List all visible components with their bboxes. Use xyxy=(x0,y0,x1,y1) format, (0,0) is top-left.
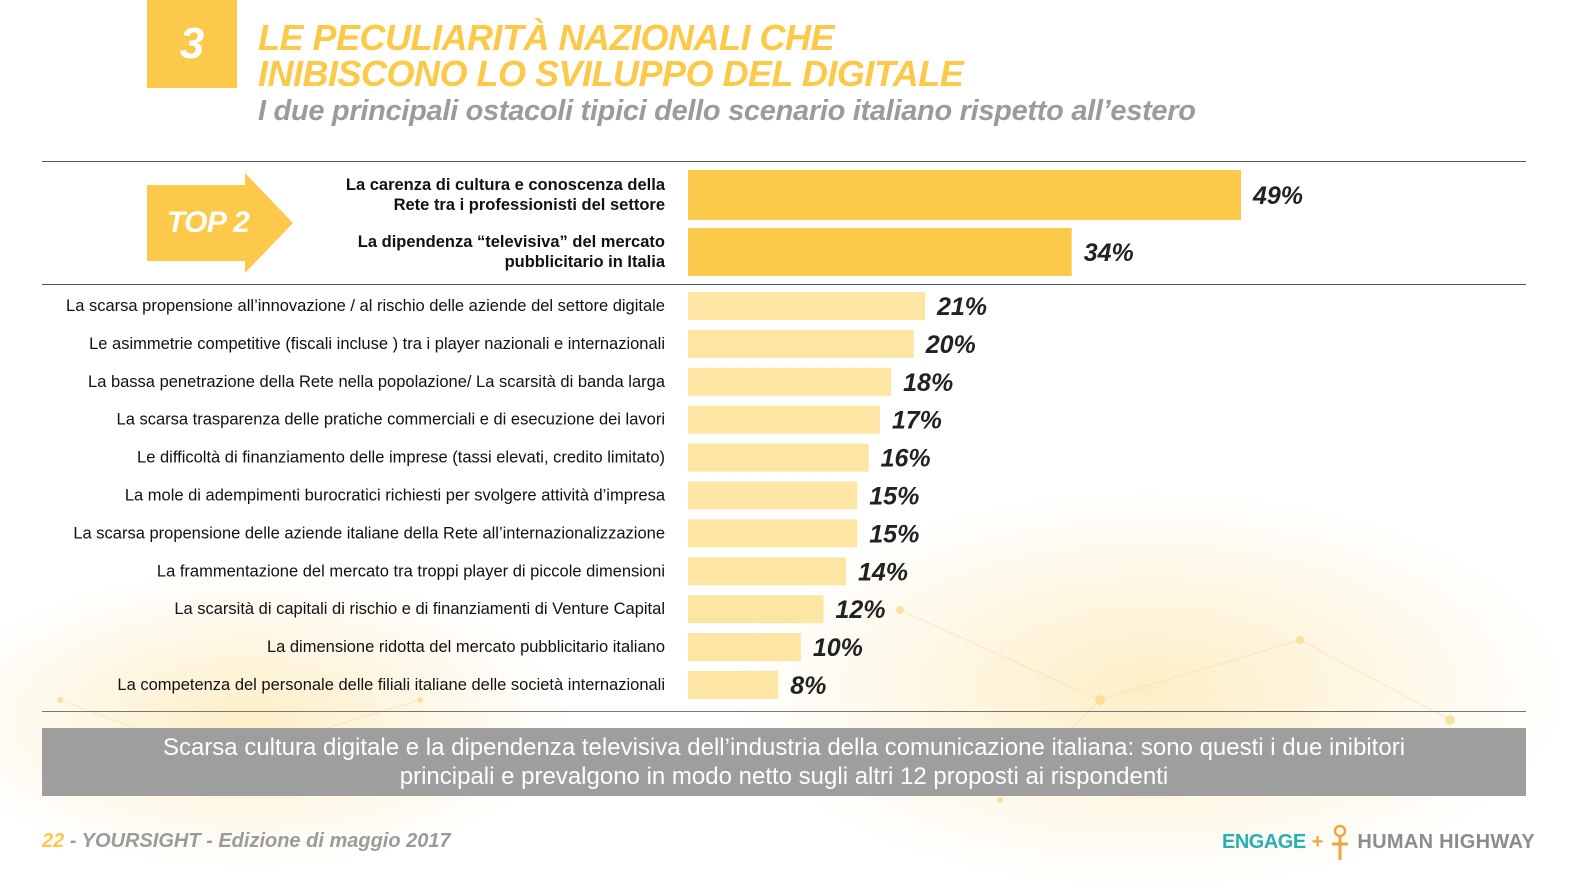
title-line-2: INIBISCONO LO SVILUPPO DEL DIGITALE xyxy=(258,53,964,94)
value-label-13: 8% xyxy=(790,672,826,700)
page-subtitle: I due principali ostacoli tipici dello s… xyxy=(258,95,1196,127)
value-label-2: 34% xyxy=(1084,239,1134,267)
page-number: 22 xyxy=(42,830,65,852)
value-label-10: 14% xyxy=(858,558,908,586)
summary-caption: Scarsa cultura digitale e la dipendenza … xyxy=(42,728,1526,796)
value-label-6: 17% xyxy=(892,407,942,435)
bar-6 xyxy=(688,405,880,434)
title-line-1: LE PECULIARITÀ NAZIONALI CHE xyxy=(258,17,835,58)
category-label-8: La mole di adempimenti burocratici richi… xyxy=(125,487,666,505)
value-label-3: 21% xyxy=(936,293,987,321)
value-label-7: 16% xyxy=(881,445,931,473)
category-label-10: La frammentazione del mercato tra troppi… xyxy=(157,562,665,580)
bar-8 xyxy=(688,481,858,510)
bar-7 xyxy=(688,443,869,472)
category-label-7: Le difficoltà di finanziamento delle imp… xyxy=(137,449,665,467)
category-label-2: La dipendenza “televisiva” del mercato pu… xyxy=(358,233,666,271)
plus-sign: + xyxy=(1311,830,1324,853)
top2-label: TOP 2 xyxy=(166,206,250,239)
footer: 22 - YOURSIGHT - Edizione di maggio 2017 xyxy=(42,830,451,853)
category-label-5: La bassa penetrazione della Rete nella p… xyxy=(88,373,666,391)
top-divider xyxy=(42,161,1526,162)
person-icon xyxy=(1332,824,1349,860)
bar-11 xyxy=(688,595,824,624)
human-highway-logo: HUMAN HIGHWAY xyxy=(1357,830,1535,853)
publication-label: - YOURSIGHT - Edizione di maggio 2017 xyxy=(64,830,451,852)
value-label-1: 49% xyxy=(1252,182,1303,210)
category-label-9: La scarsa propensione delle aziende ital… xyxy=(73,524,665,542)
category-label-3: La scarsa propensione all’innovazione / … xyxy=(66,297,665,315)
bottom-divider xyxy=(42,711,1526,712)
engage-logo: ENGAGE xyxy=(1222,830,1306,853)
caption-line-1: Scarsa cultura digitale e la dipendenza … xyxy=(162,734,1406,761)
category-label-4: Le asimmetrie competitive (fiscali inclu… xyxy=(89,335,665,353)
bar-13 xyxy=(688,671,779,699)
caption-line-2: principali e prevalgono in modo netto su… xyxy=(399,763,1169,790)
brand-logos: ENGAGE + HUMAN HIGHWAY xyxy=(1222,822,1535,862)
page-title: LE PECULIARITÀ NAZIONALI CHE INIBISCONO … xyxy=(258,20,1158,92)
bar-10 xyxy=(688,557,846,586)
bar-3 xyxy=(688,292,925,320)
category-label-12: La dimensione ridotta del mercato pubbli… xyxy=(267,638,665,656)
value-label-8: 15% xyxy=(869,483,919,511)
bar-9 xyxy=(688,519,858,548)
category-label-6: La scarsa trasparenza delle pratiche com… xyxy=(117,411,665,429)
bar-4 xyxy=(688,329,914,358)
bar-5 xyxy=(688,367,892,396)
bar-2 xyxy=(688,228,1072,276)
bar-12 xyxy=(688,633,801,662)
category-label-11: La scarsità di capitali di rischio e di … xyxy=(174,600,665,618)
value-label-5: 18% xyxy=(903,369,953,397)
arrow-right-icon xyxy=(147,173,293,273)
section-number: 3 xyxy=(179,19,205,68)
top2-divider xyxy=(42,284,1526,285)
category-label-1: La carenza di cultura e conoscenza della… xyxy=(346,176,666,214)
value-label-9: 15% xyxy=(869,520,919,548)
value-label-11: 12% xyxy=(835,596,885,624)
value-label-4: 20% xyxy=(925,331,976,359)
section-number-badge: 3 xyxy=(147,0,237,88)
bar-1 xyxy=(688,170,1241,220)
category-label-13: La competenza del personale delle filial… xyxy=(117,676,665,694)
value-label-12: 10% xyxy=(813,634,863,662)
top2-badge: TOP 2 xyxy=(147,173,293,273)
